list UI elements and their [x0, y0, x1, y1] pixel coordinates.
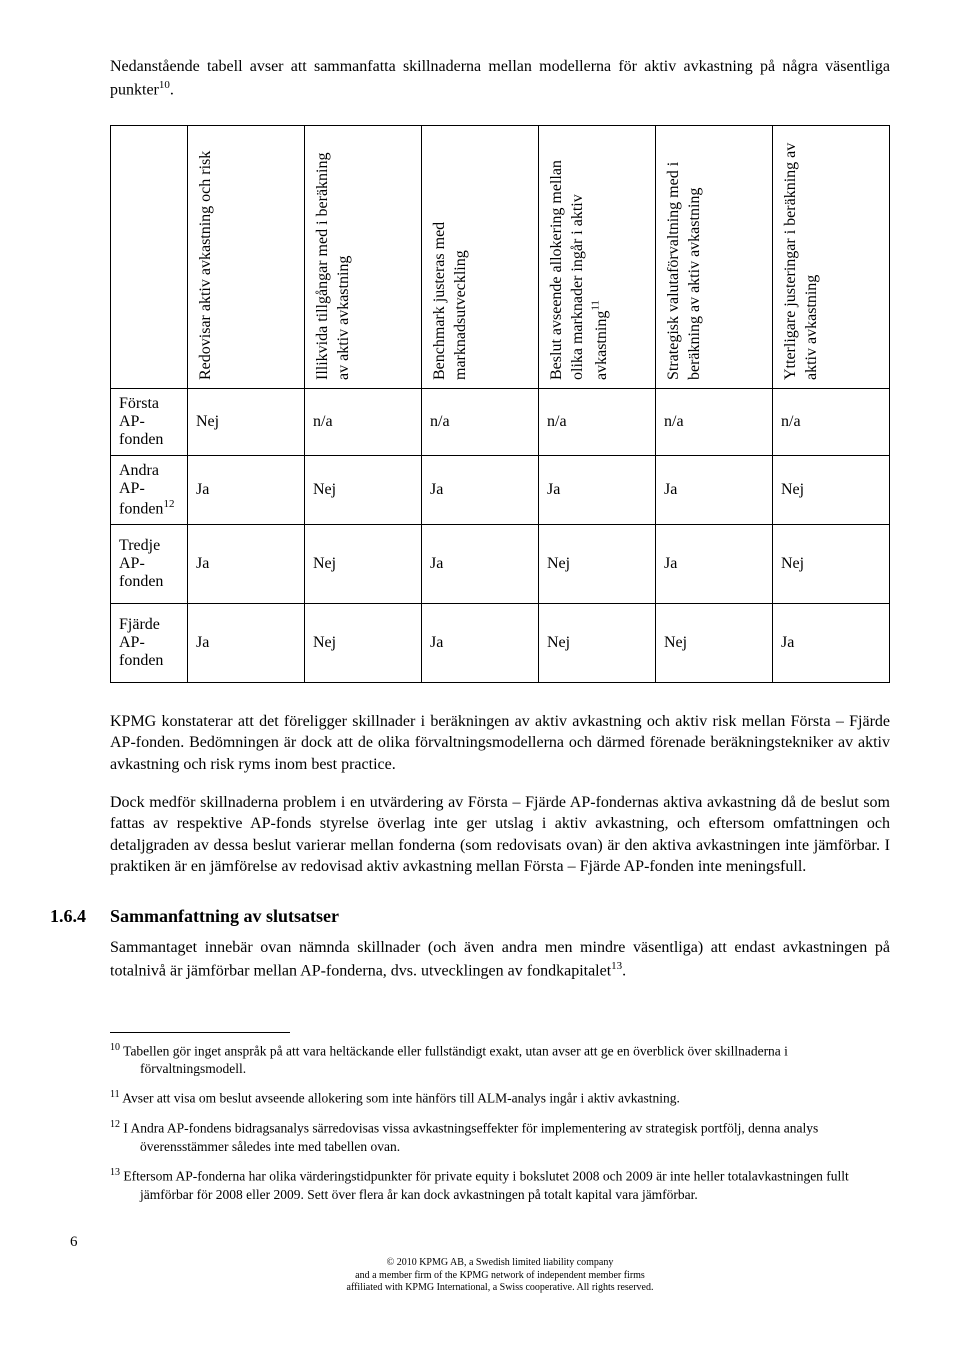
- footer-line: and a member firm of the KPMG network of…: [110, 1270, 890, 1283]
- intro-sup: 10: [159, 79, 170, 91]
- col-header-4: Beslut avseende allokering mellan olika …: [539, 125, 656, 388]
- table-row: Andra AP-fonden12 Ja Nej Ja Ja Ja Nej: [111, 455, 890, 524]
- cell: n/a: [422, 388, 539, 455]
- table-corner: [111, 125, 188, 388]
- footer-line: © 2010 KPMG AB, a Swedish limited liabil…: [110, 1257, 890, 1270]
- cell: Ja: [422, 455, 539, 524]
- cell: Ja: [422, 603, 539, 682]
- table-row: Fjärde AP-fonden Ja Nej Ja Nej Nej Ja: [111, 603, 890, 682]
- footnote: 12 I Andra AP-fondens bidragsanalys särr…: [110, 1118, 890, 1156]
- footnote: 13 Eftersom AP-fonderna har olika värder…: [110, 1166, 890, 1204]
- cell: Nej: [773, 455, 890, 524]
- col-header-6-text: Ytterligare justeringar i beräkning av a…: [782, 142, 820, 379]
- cell: Nej: [773, 524, 890, 603]
- col-header-2: Illikvida tillgångar med i beräkning av …: [305, 125, 422, 388]
- cell: Ja: [422, 524, 539, 603]
- row-label: Andra AP-fonden12: [111, 455, 188, 524]
- cell: Ja: [656, 524, 773, 603]
- col-header-5: Strategisk valutaförvaltning med i beräk…: [656, 125, 773, 388]
- col-header-2-text: Illikvida tillgångar med i beräkning av …: [314, 152, 352, 380]
- intro-paragraph: Nedanstående tabell avser att sammanfatt…: [110, 56, 890, 101]
- table-row: Tredje AP-fonden Ja Nej Ja Nej Ja Nej: [111, 524, 890, 603]
- intro-text: Nedanstående tabell avser att sammanfatt…: [110, 58, 890, 98]
- paragraph-2: Dock medför skillnaderna problem i en ut…: [110, 792, 890, 878]
- section-body-text: Sammantaget innebär ovan nämnda skillnad…: [110, 939, 890, 979]
- col-header-6: Ytterligare justeringar i beräkning av a…: [773, 125, 890, 388]
- col-header-4-text: Beslut avseende allokering mellan olika …: [548, 160, 610, 380]
- cell: Ja: [539, 455, 656, 524]
- footnote: 10 Tabellen gör inget anspråk på att var…: [110, 1041, 890, 1079]
- page-number: 6: [70, 1234, 890, 1251]
- footnote-num: 10: [110, 1042, 120, 1053]
- cell: Nej: [188, 388, 305, 455]
- table-row: Första AP-fonden Nej n/a n/a n/a n/a n/a: [111, 388, 890, 455]
- col-header-5-text: Strategisk valutaförvaltning med i beräk…: [665, 161, 703, 379]
- footnote-text: Eftersom AP-fonderna har olika värdering…: [123, 1169, 848, 1202]
- cell: Ja: [188, 603, 305, 682]
- cell: Nej: [539, 524, 656, 603]
- row-label-sup: 12: [163, 498, 174, 510]
- footer-line: affiliated with KPMG International, a Sw…: [110, 1282, 890, 1295]
- cell: n/a: [656, 388, 773, 455]
- footnote-text: Avser att visa om beslut avseende alloke…: [122, 1091, 680, 1106]
- table-header-row: Redovisar aktiv avkastning och risk Illi…: [111, 125, 890, 388]
- cell: Nej: [656, 603, 773, 682]
- col-header-3-text: Benchmark justeras med marknadsutvecklin…: [431, 221, 469, 379]
- comparison-table: Redovisar aktiv avkastning och risk Illi…: [110, 125, 890, 683]
- col-header-1: Redovisar aktiv avkastning och risk: [188, 125, 305, 388]
- copyright-footer: © 2010 KPMG AB, a Swedish limited liabil…: [110, 1257, 890, 1295]
- cell: Nej: [305, 603, 422, 682]
- footnote-num: 12: [110, 1119, 120, 1130]
- paragraph-1: KPMG konstaterar att det föreligger skil…: [110, 711, 890, 776]
- intro-tail: .: [170, 81, 174, 98]
- row-label: Tredje AP-fonden: [111, 524, 188, 603]
- section-heading: 1.6.4 Sammanfattning av slutsatser: [110, 906, 890, 927]
- cell: n/a: [773, 388, 890, 455]
- cell: n/a: [305, 388, 422, 455]
- cell: Nej: [305, 455, 422, 524]
- col-header-4-sup: 11: [590, 300, 602, 311]
- cell: n/a: [539, 388, 656, 455]
- footnote-text: I Andra AP-fondens bidragsanalys särredo…: [123, 1121, 818, 1154]
- section-body: Sammantaget innebär ovan nämnda skillnad…: [110, 937, 890, 982]
- footnote-num: 11: [110, 1089, 120, 1100]
- col-header-3: Benchmark justeras med marknadsutvecklin…: [422, 125, 539, 388]
- row-label: Fjärde AP-fonden: [111, 603, 188, 682]
- footnote-text: Tabellen gör inget anspråk på att vara h…: [123, 1043, 788, 1076]
- cell: Ja: [773, 603, 890, 682]
- cell: Ja: [188, 455, 305, 524]
- footnote-separator: [110, 1032, 290, 1033]
- row-label: Första AP-fonden: [111, 388, 188, 455]
- section-body-tail: .: [622, 962, 626, 979]
- row-label-text: Första AP-fonden: [119, 395, 163, 448]
- cell: Ja: [656, 455, 773, 524]
- footnote: 11 Avser att visa om beslut avseende all…: [110, 1088, 890, 1108]
- footnote-num: 13: [110, 1167, 120, 1178]
- row-label-text: Andra AP-fonden: [119, 462, 163, 517]
- cell: Nej: [539, 603, 656, 682]
- section-number: 1.6.4: [50, 906, 110, 927]
- section-body-sup: 13: [611, 960, 622, 972]
- cell: Ja: [188, 524, 305, 603]
- col-header-1-text: Redovisar aktiv avkastning och risk: [197, 150, 214, 379]
- cell: Nej: [305, 524, 422, 603]
- section-title: Sammanfattning av slutsatser: [110, 906, 339, 927]
